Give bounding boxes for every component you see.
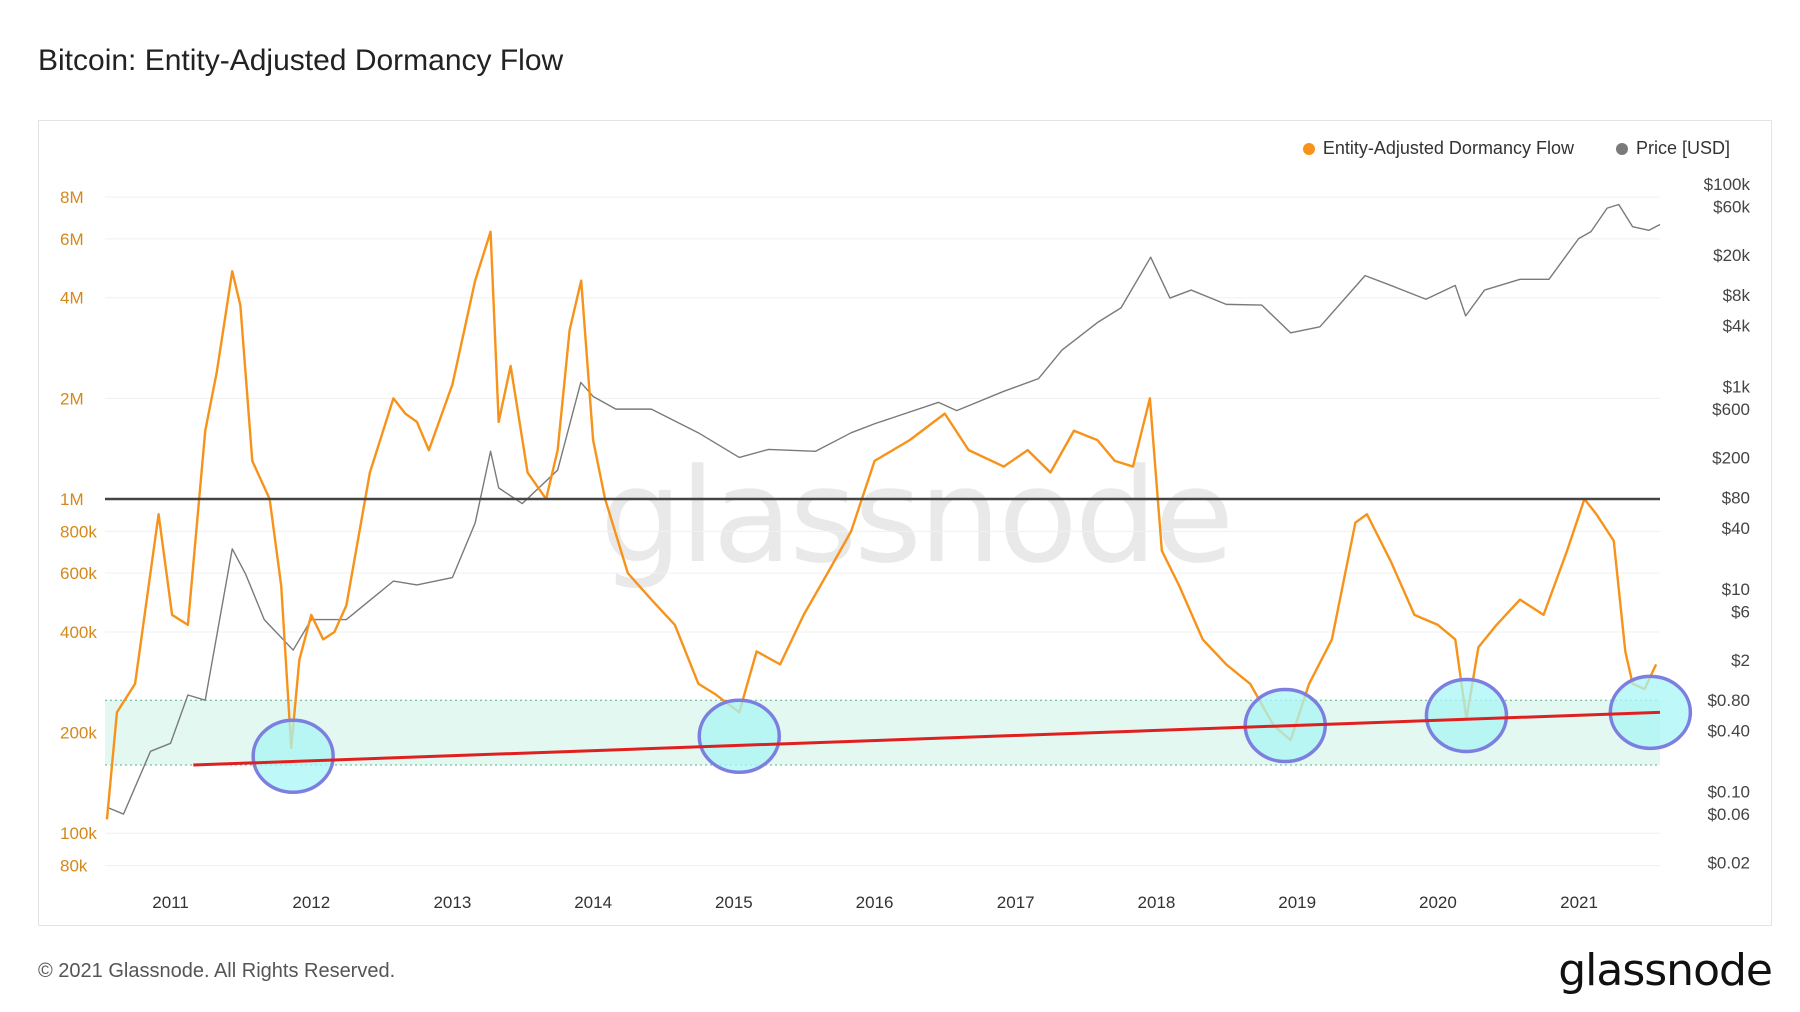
- y-left-tick-label-7: 2M: [60, 389, 84, 408]
- y-right-tick-label-0: $0.02: [1707, 853, 1750, 872]
- series-line-dormancy: [105, 230, 1658, 820]
- y-right-tick-label-5: $2: [1731, 651, 1750, 670]
- legend-label-dormancy: Entity-Adjusted Dormancy Flow: [1322, 138, 1574, 158]
- x-tick-label-2019: 2019: [1278, 893, 1316, 912]
- x-tick-label-2017: 2017: [997, 893, 1035, 912]
- page-title: Bitcoin: Entity-Adjusted Dormancy Flow: [38, 44, 564, 77]
- highlight-circle-3: [1424, 677, 1509, 754]
- x-tick-label-2020: 2020: [1419, 893, 1457, 912]
- x-tick-label-2013: 2013: [433, 893, 471, 912]
- y-right-tick-label-14: $8k: [1723, 286, 1751, 305]
- brand-logo: glassnode: [1558, 945, 1773, 996]
- y-left-tick-label-4: 600k: [60, 564, 97, 583]
- x-tick-label-2021: 2021: [1560, 893, 1598, 912]
- y-left-tick-label-1: 100k: [60, 824, 97, 843]
- y-right-tick-label-16: $60k: [1713, 198, 1750, 217]
- x-tick-label-2014: 2014: [574, 893, 612, 912]
- x-tick-label-2018: 2018: [1138, 893, 1176, 912]
- x-tick-label-2012: 2012: [292, 893, 330, 912]
- y-right-tick-label-9: $80: [1722, 489, 1750, 508]
- y-right-tick-label-4: $0.80: [1707, 691, 1750, 710]
- x-tick-label-2011: 2011: [152, 893, 189, 912]
- y-left-tick-label-8: 4M: [60, 289, 84, 308]
- x-tick-label-2016: 2016: [856, 893, 894, 912]
- y-right-tick-label-11: $600: [1712, 400, 1750, 419]
- legend-item-dormancy[interactable]: Entity-Adjusted Dormancy Flow: [1302, 138, 1574, 159]
- y-left-tick-label-2: 200k: [60, 724, 97, 743]
- y-left-tick-label-6: 1M: [60, 490, 84, 509]
- y-right-tick-label-7: $10: [1722, 580, 1750, 599]
- legend-label-price: Price [USD]: [1635, 138, 1730, 158]
- y-left-tick-label-3: 400k: [60, 623, 97, 642]
- legend-dot-dormancy: [1302, 142, 1315, 155]
- y-left-tick-label-5: 800k: [60, 522, 97, 541]
- copyright-text: © 2021 Glassnode. All Rights Reserved.: [38, 960, 396, 982]
- highlight-circle-1: [697, 698, 782, 775]
- legend-dot-price: [1615, 142, 1628, 155]
- y-left-tick-label-9: 6M: [60, 230, 84, 249]
- y-right-tick-label-13: $4k: [1723, 317, 1751, 336]
- y-right-tick-label-15: $20k: [1713, 246, 1750, 265]
- highlight-circle-0: [251, 718, 335, 794]
- y-left-tick-label-0: 80k: [60, 857, 88, 876]
- legend: Entity-Adjusted Dormancy Flow Price [USD…: [1302, 138, 1730, 159]
- trend-line: [193, 710, 1661, 767]
- legend-item-price[interactable]: Price [USD]: [1615, 138, 1730, 159]
- y-right-tick-label-10: $200: [1712, 448, 1750, 467]
- y-right-tick-label-3: $0.40: [1707, 722, 1750, 741]
- chart-panel: [38, 120, 1772, 926]
- y-right-tick-label-2: $0.10: [1707, 783, 1750, 802]
- y-right-tick-label-12: $1k: [1723, 378, 1751, 397]
- y-right-tick-label-8: $40: [1722, 519, 1750, 538]
- support-band: [105, 700, 1660, 766]
- y-right-tick-label-17: $100k: [1704, 175, 1751, 194]
- x-tick-label-2015: 2015: [715, 893, 753, 912]
- series-line-price: [106, 203, 1661, 815]
- y-right-tick-label-6: $6: [1731, 603, 1750, 622]
- y-left-tick-label-10: 8M: [60, 188, 84, 207]
- y-right-tick-label-1: $0.06: [1707, 805, 1750, 824]
